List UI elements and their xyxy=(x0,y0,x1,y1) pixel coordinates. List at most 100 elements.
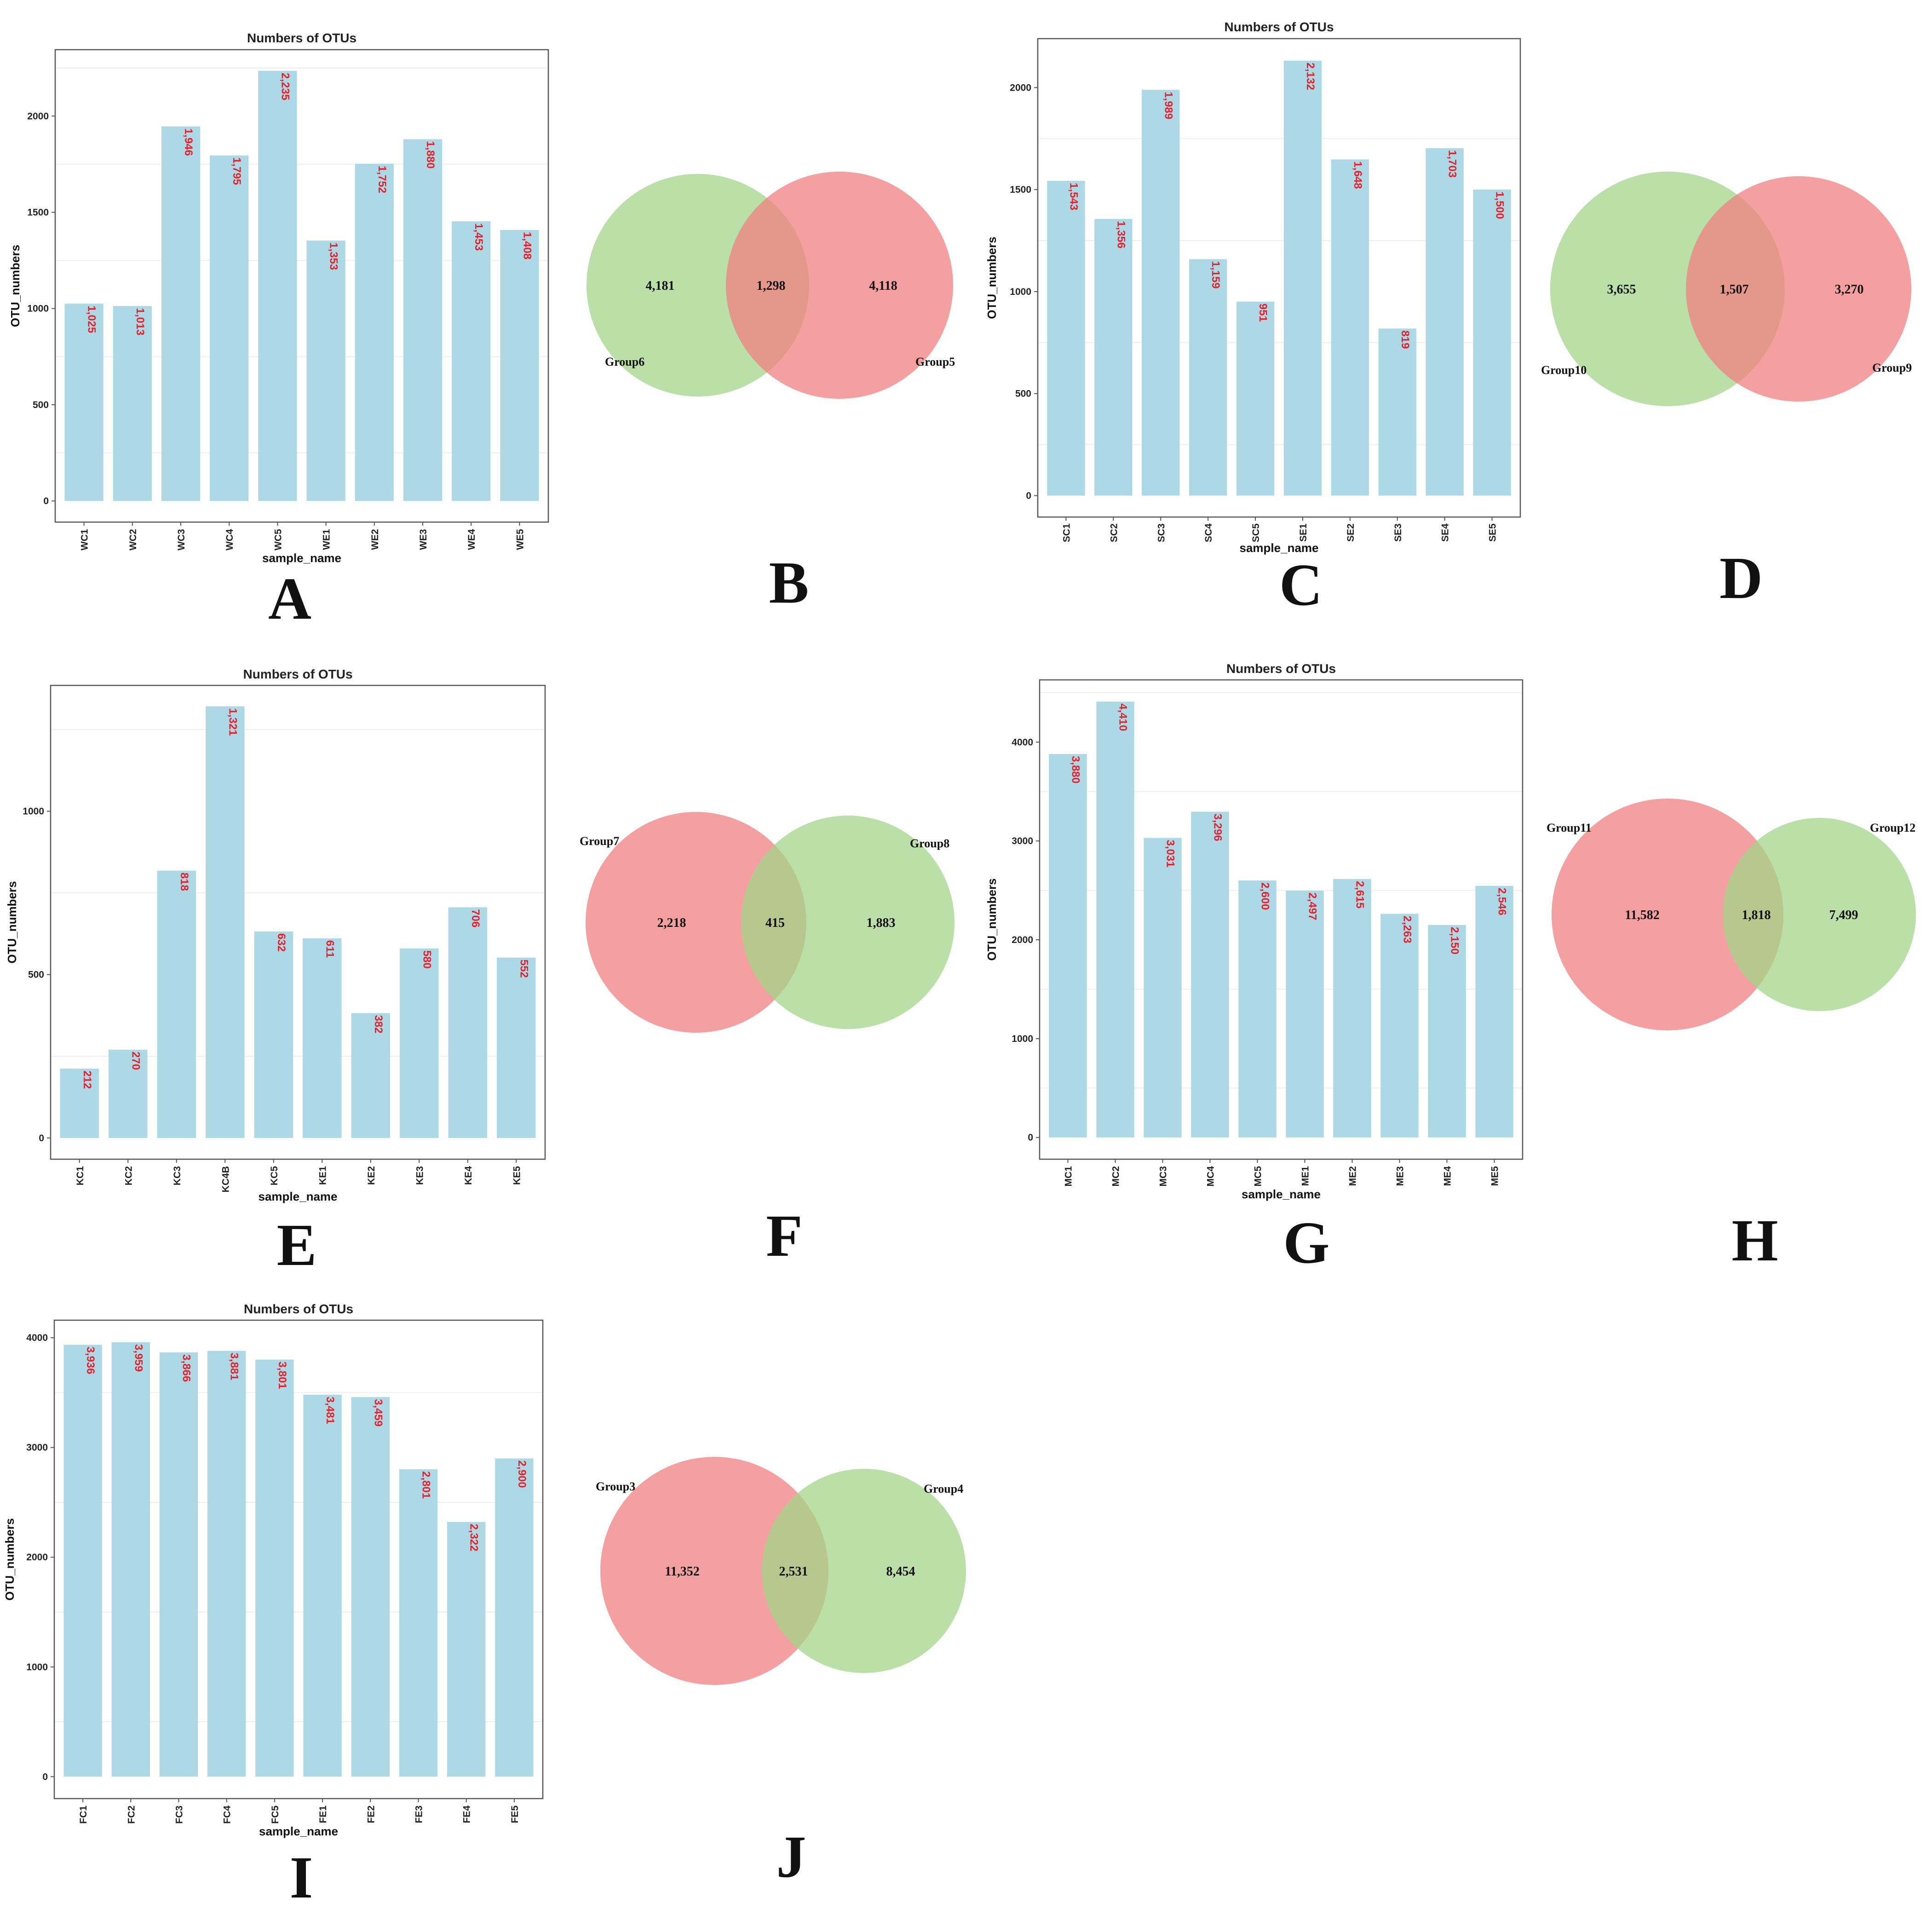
bar xyxy=(448,907,487,1138)
x-tick-label: WC1 xyxy=(80,529,90,551)
venn-right-group-label: Group12 xyxy=(1870,821,1915,834)
x-tick-label: SC2 xyxy=(1109,523,1119,542)
y-tick-label: 1000 xyxy=(1012,1034,1033,1044)
bar xyxy=(351,1013,390,1138)
y-axis-label: OTU_numbers xyxy=(3,1518,17,1600)
panel-letter-J: J xyxy=(776,1824,806,1890)
bar-value-label: 2,263 xyxy=(1401,916,1414,943)
bar-value-label: 3,296 xyxy=(1212,814,1224,841)
y-axis-label: OTU_numbers xyxy=(985,878,999,960)
x-tick-label: FC2 xyxy=(126,1806,137,1824)
bar-value-label: 2,497 xyxy=(1306,892,1319,920)
bar xyxy=(111,1342,150,1777)
bar xyxy=(497,957,536,1138)
bar xyxy=(207,1351,246,1777)
bar xyxy=(1144,838,1182,1138)
panel-letter-I: I xyxy=(290,1845,313,1911)
venn-diagram-H: 11,582 1,818 7,499 Group11 Group12 H xyxy=(1547,799,1916,1274)
venn-left-count: 3,655 xyxy=(1607,282,1636,297)
venn-right-count: 1,883 xyxy=(867,916,896,930)
x-tick-label: KC3 xyxy=(172,1166,183,1185)
bar-value-label: 1,703 xyxy=(1446,150,1459,178)
bar-value-label: 818 xyxy=(178,873,190,891)
y-tick-label: 1000 xyxy=(26,1662,48,1673)
chart-title: Numbers of OTUs xyxy=(1224,20,1334,34)
x-tick-label: FE5 xyxy=(510,1806,520,1823)
bar-value-label: 212 xyxy=(81,1070,93,1089)
bar xyxy=(1333,879,1371,1138)
bar-value-label: 382 xyxy=(372,1015,385,1033)
venn-diagram-B: 4,181 1,298 4,118 Group6 Group5 B xyxy=(586,172,955,616)
chart-title: Numbers of OTUs xyxy=(247,31,356,45)
x-tick-label: KE1 xyxy=(317,1166,328,1185)
bar-value-label: 2,235 xyxy=(279,73,291,100)
y-tick-label: 4000 xyxy=(26,1333,48,1343)
bar-value-label: 1,989 xyxy=(1162,92,1174,119)
bar xyxy=(303,1394,342,1777)
bar-chart-C: Numbers of OTUs 0 500 1000 1500 2000 1,543 SC1 1… xyxy=(985,20,1521,618)
venn-overlap-count: 1,507 xyxy=(1720,282,1749,297)
venn-overlap-count: 1,298 xyxy=(757,279,786,293)
bar-value-label: 2,615 xyxy=(1354,881,1366,908)
bar-value-label: 2,801 xyxy=(420,1471,432,1499)
x-tick-label: KC2 xyxy=(123,1166,134,1185)
bar xyxy=(64,304,104,501)
bar xyxy=(161,126,201,501)
venn-overlap-count: 1,818 xyxy=(1742,908,1771,922)
x-tick-label: SC3 xyxy=(1156,523,1167,542)
x-tick-label: MC4 xyxy=(1206,1166,1216,1187)
bar xyxy=(1047,181,1085,496)
bar xyxy=(1428,925,1466,1138)
bar xyxy=(452,221,491,501)
bar-value-label: 611 xyxy=(323,940,336,958)
x-tick-label: SE4 xyxy=(1440,523,1451,542)
venn-left-count: 4,181 xyxy=(646,279,675,293)
bar-value-label: 580 xyxy=(420,950,433,969)
bar-value-label: 3,880 xyxy=(1070,756,1082,783)
bar xyxy=(1049,754,1087,1138)
bar-value-label: 1,648 xyxy=(1351,161,1364,189)
panel-letter-B: B xyxy=(769,550,809,616)
bar-value-label: 3,801 xyxy=(276,1362,288,1389)
bar xyxy=(60,1069,99,1138)
x-tick-label: SC4 xyxy=(1203,523,1214,542)
x-tick-label: FE2 xyxy=(366,1806,376,1823)
y-tick-label: 2000 xyxy=(26,1552,48,1563)
bar xyxy=(1378,328,1416,496)
bar-value-label: 1,356 xyxy=(1115,221,1127,248)
bar-value-label: 552 xyxy=(518,960,530,978)
x-tick-label: WC2 xyxy=(128,529,138,551)
x-tick-label: SE3 xyxy=(1393,523,1403,542)
y-tick-label: 1000 xyxy=(1010,287,1031,297)
chart-title: Numbers of OTUs xyxy=(243,667,352,681)
bar-value-label: 1,500 xyxy=(1494,191,1506,219)
venn-overlap-count: 415 xyxy=(765,916,785,930)
bar xyxy=(255,1359,294,1777)
venn-right-group-label: Group5 xyxy=(915,355,955,368)
panel-letter-E: E xyxy=(277,1212,317,1278)
bar-value-label: 1,795 xyxy=(230,157,243,185)
y-tick-label: 3000 xyxy=(1012,836,1033,846)
chart-title: Numbers of OTUs xyxy=(244,1302,353,1316)
bar xyxy=(1094,219,1133,496)
y-tick-label: 1500 xyxy=(27,207,49,218)
bar xyxy=(500,230,539,501)
venn-circle-left xyxy=(1552,799,1783,1030)
y-tick-label: 2000 xyxy=(1012,935,1033,945)
x-tick-label: WC3 xyxy=(176,529,187,551)
bar xyxy=(157,870,196,1138)
x-tick-label: MC5 xyxy=(1253,1166,1264,1187)
bar xyxy=(1331,159,1369,496)
x-tick-label: WC4 xyxy=(224,529,235,551)
y-tick-label: 2000 xyxy=(1010,82,1031,93)
bar-value-label: 1,353 xyxy=(328,242,340,270)
bar xyxy=(306,240,345,501)
venn-right-group-label: Group4 xyxy=(924,1482,963,1495)
bar-value-label: 270 xyxy=(129,1052,142,1070)
bar-chart-I: Numbers of OTUs 0 1000 2000 3000 4000 3,936 FC1… xyxy=(3,1302,544,1911)
x-axis-label: sample_name xyxy=(259,1190,338,1203)
bar xyxy=(258,71,297,501)
venn-diagram-F: 2,218 415 1,883 Group7 Group8 F xyxy=(580,812,954,1269)
x-tick-label: KE5 xyxy=(512,1166,522,1185)
bar-value-label: 1,408 xyxy=(521,232,533,259)
